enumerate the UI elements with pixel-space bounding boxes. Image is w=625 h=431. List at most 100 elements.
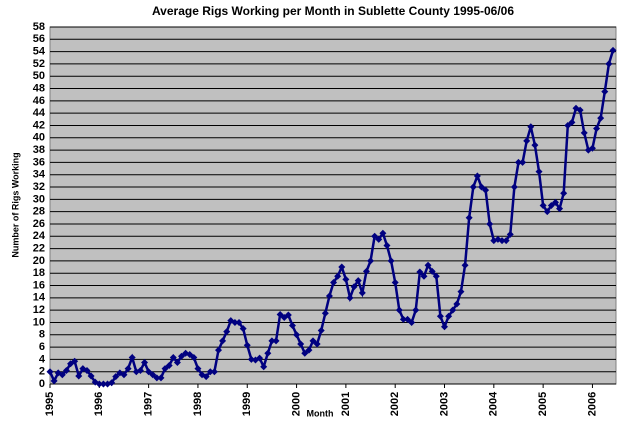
data-marker (338, 263, 346, 271)
data-marker (510, 183, 518, 191)
data-marker (243, 341, 251, 349)
data-marker (588, 144, 596, 152)
data-marker (395, 306, 403, 314)
y-tick-label: 48 (33, 82, 45, 94)
data-marker (62, 366, 70, 374)
x-tick-label: 2003 (438, 392, 450, 416)
data-marker (473, 172, 481, 180)
data-marker (317, 326, 325, 334)
data-marker (297, 340, 305, 348)
data-marker (141, 358, 149, 366)
y-tick-label: 34 (33, 169, 46, 181)
data-marker (128, 354, 136, 362)
data-marker (112, 373, 120, 381)
data-marker (564, 121, 572, 129)
x-axis-label: Month (307, 408, 334, 418)
data-marker (276, 310, 284, 318)
y-tick-label: 2 (39, 366, 45, 378)
y-tick-label: 6 (39, 341, 45, 353)
data-marker (436, 312, 444, 320)
y-tick-label: 58 (33, 21, 45, 33)
data-marker (325, 292, 333, 300)
data-marker (523, 137, 531, 145)
data-marker (379, 229, 387, 237)
y-tick-label: 42 (33, 119, 45, 131)
data-marker (145, 368, 153, 376)
data-marker (284, 311, 292, 319)
x-tick-label: 2000 (290, 392, 302, 416)
data-marker (441, 323, 449, 331)
data-marker (264, 349, 272, 357)
data-marker (465, 214, 473, 222)
y-tick-label: 10 (33, 316, 45, 328)
data-marker (383, 242, 391, 250)
data-marker (210, 368, 218, 376)
data-marker (136, 366, 144, 374)
x-tick-label: 1996 (93, 392, 105, 416)
y-tick-label: 0 (39, 378, 45, 390)
data-marker (342, 275, 350, 283)
data-marker (605, 60, 613, 68)
data-marker (477, 183, 485, 191)
data-marker (99, 380, 107, 388)
data-marker (371, 232, 379, 240)
x-tick-label: 2004 (488, 391, 500, 416)
data-marker (214, 346, 222, 354)
y-tick-label: 12 (33, 304, 45, 316)
y-tick-label: 24 (33, 230, 46, 242)
y-tick-label: 22 (33, 242, 45, 254)
y-tick-label: 16 (33, 279, 45, 291)
data-marker (219, 337, 227, 345)
data-marker (531, 141, 539, 149)
data-marker (576, 106, 584, 114)
data-marker (50, 377, 58, 385)
data-marker (260, 363, 268, 371)
data-marker (354, 277, 362, 285)
data-marker (293, 331, 301, 339)
y-tick-label: 8 (39, 329, 45, 341)
data-marker (190, 354, 198, 362)
data-marker (404, 315, 412, 323)
data-marker (124, 365, 132, 373)
data-marker (120, 371, 128, 379)
y-tick-label: 46 (33, 95, 45, 107)
data-marker (161, 365, 169, 373)
data-marker (268, 337, 276, 345)
y-tick-label: 50 (33, 70, 45, 82)
data-marker (149, 371, 157, 379)
x-tick-label: 2001 (340, 392, 352, 416)
data-marker (194, 365, 202, 373)
data-marker (153, 374, 161, 382)
x-tick-label: 1999 (241, 392, 253, 416)
data-marker (445, 312, 453, 320)
data-marker (202, 373, 210, 381)
data-marker (486, 220, 494, 228)
data-marker (428, 267, 436, 275)
data-marker (453, 300, 461, 308)
data-marker (408, 318, 416, 326)
plot-area (49, 26, 617, 385)
y-axis-label: Number of Rigs Working (10, 152, 20, 257)
data-marker (95, 380, 103, 388)
data-marker (301, 349, 309, 357)
data-marker (457, 288, 465, 296)
data-marker (560, 189, 568, 197)
data-marker (412, 306, 420, 314)
data-marker (256, 354, 264, 362)
data-marker (399, 315, 407, 323)
data-marker (235, 318, 243, 326)
data-marker (305, 346, 313, 354)
data-marker (543, 208, 551, 216)
data-marker (597, 114, 605, 122)
data-marker (186, 350, 194, 358)
x-tick-label: 1998 (192, 392, 204, 416)
data-marker (449, 306, 457, 314)
data-marker (173, 358, 181, 366)
data-marker (556, 205, 564, 213)
data-marker (358, 289, 366, 297)
data-marker (330, 278, 338, 286)
data-marker (424, 261, 432, 269)
y-tick-label: 20 (33, 255, 45, 267)
y-tick-label: 26 (33, 218, 45, 230)
